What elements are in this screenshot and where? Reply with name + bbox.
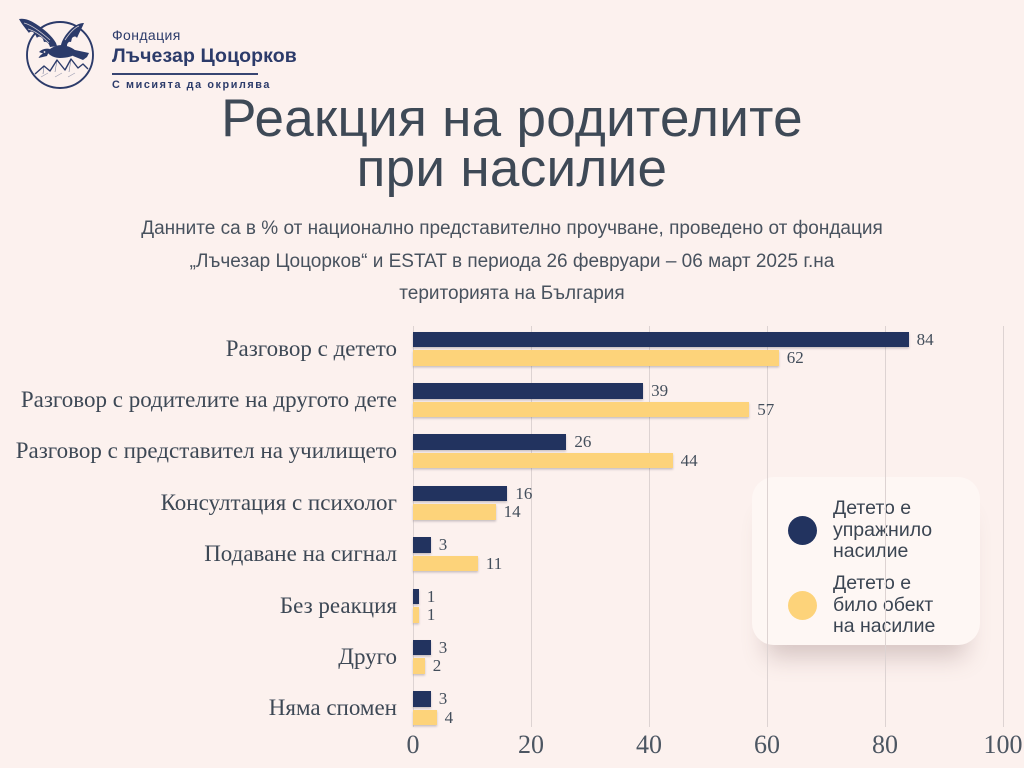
bar-value-label: 3 — [438, 535, 448, 555]
bar-victim — [413, 607, 419, 623]
bar-value-label: 2 — [432, 656, 442, 676]
category-label: Разговор с детето — [225, 335, 397, 361]
page-title-line2: при насилие — [356, 139, 668, 198]
gridline — [1003, 326, 1004, 727]
subtitle-line2: „Лъчезар Цоцорков“ и ESTAT в периода 26 … — [189, 250, 835, 272]
page-title-line1: Реакция на родителите — [221, 89, 803, 148]
x-tick-label: 60 — [754, 730, 780, 759]
bar-value-label: 3 — [438, 637, 448, 657]
legend-item-perpetrator: Детето е упражнило насилие — [788, 497, 955, 563]
logo: Фондация Лъчезар Цоцорков С мисията да о… — [0, 0, 430, 115]
bar-value-label: 39 — [651, 381, 669, 401]
category-label: Подаване на сигнал — [204, 541, 397, 567]
logo-tagline: С мисията да окрилява — [112, 78, 272, 91]
bar-value-label: 4 — [444, 707, 454, 727]
gridline — [649, 326, 650, 727]
gridline — [531, 326, 532, 727]
category-label: Консултация с психолог — [160, 489, 397, 515]
bar-perpetrator — [413, 537, 431, 553]
gridline — [767, 326, 768, 727]
subtitle-line3: територията на България — [399, 283, 625, 304]
category-label: Разговор с родителите на другото дете — [20, 387, 397, 413]
bar-value-label: 26 — [574, 432, 592, 452]
chart-subtitle: Данните са в % от национално представите… — [0, 213, 1024, 311]
bar-perpetrator — [413, 639, 431, 656]
x-tick-label: 20 — [518, 730, 544, 759]
bar-value-label: 16 — [515, 483, 533, 503]
bar-perpetrator — [413, 485, 508, 502]
logo-text: Фондация Лъчезар Цоцорков С мисията да о… — [112, 27, 297, 91]
gridline — [413, 326, 414, 727]
eagle-logo-icon — [19, 18, 94, 89]
bar-perpetrator — [413, 383, 644, 399]
bar-victim — [413, 504, 496, 520]
bar-value-label: 3 — [438, 689, 448, 709]
bar-victim — [413, 452, 673, 469]
bar-victim — [413, 658, 425, 674]
bar-value-label: 84 — [916, 329, 934, 349]
bar-chart: 0 20 40 60 80 100 Разговор с детето 84 62 Разгово… — [0, 326, 1024, 766]
bar-perpetrator — [413, 588, 419, 604]
gridline — [885, 326, 886, 727]
logo-org-type: Фондация — [112, 27, 181, 43]
page-title: Реакция на родителите при насилие — [0, 89, 1024, 198]
subtitle-line1: Данните са в % от национално представите… — [141, 218, 883, 239]
bar-value-label: 1 — [426, 605, 436, 624]
legend-label-victim: Детето е било обект на насилие — [833, 572, 936, 637]
bar-perpetrator — [413, 691, 431, 707]
logo-divider — [112, 73, 258, 75]
legend-item-victim: Детето е било обект на насилие — [788, 572, 955, 638]
bar-victim — [413, 401, 750, 418]
bar-perpetrator — [413, 434, 567, 450]
bar-value-label: 11 — [485, 553, 503, 573]
bar-value-label: 1 — [426, 586, 436, 606]
category-label: Без реакция — [279, 592, 397, 618]
bar-victim — [413, 709, 437, 726]
x-tick-label: 100 — [983, 730, 1023, 759]
bar-value-label: 57 — [757, 399, 775, 419]
logo-org-name: Лъчезар Цоцорков — [112, 45, 297, 67]
legend-label-perpetrator: Детето е упражнило насилие — [833, 497, 933, 562]
bar-victim — [413, 555, 478, 572]
category-label: Разговор с представител на училището — [15, 438, 397, 464]
bar-value-label: 14 — [503, 502, 521, 522]
category-label: Няма спомен — [268, 695, 397, 721]
category-label: Друго — [338, 643, 397, 669]
x-tick-label: 0 — [406, 730, 420, 759]
bar-value-label: 44 — [680, 450, 698, 470]
legend: Детето е упражнило насилие Детето е било… — [752, 477, 980, 645]
legend-dot-navy — [788, 515, 817, 545]
legend-dot-yellow — [788, 590, 817, 620]
bar-perpetrator — [413, 331, 909, 348]
bar-value-label: 62 — [786, 348, 804, 368]
bar-victim — [413, 350, 779, 366]
x-tick-label: 40 — [636, 730, 662, 759]
x-tick-label: 80 — [872, 730, 898, 759]
